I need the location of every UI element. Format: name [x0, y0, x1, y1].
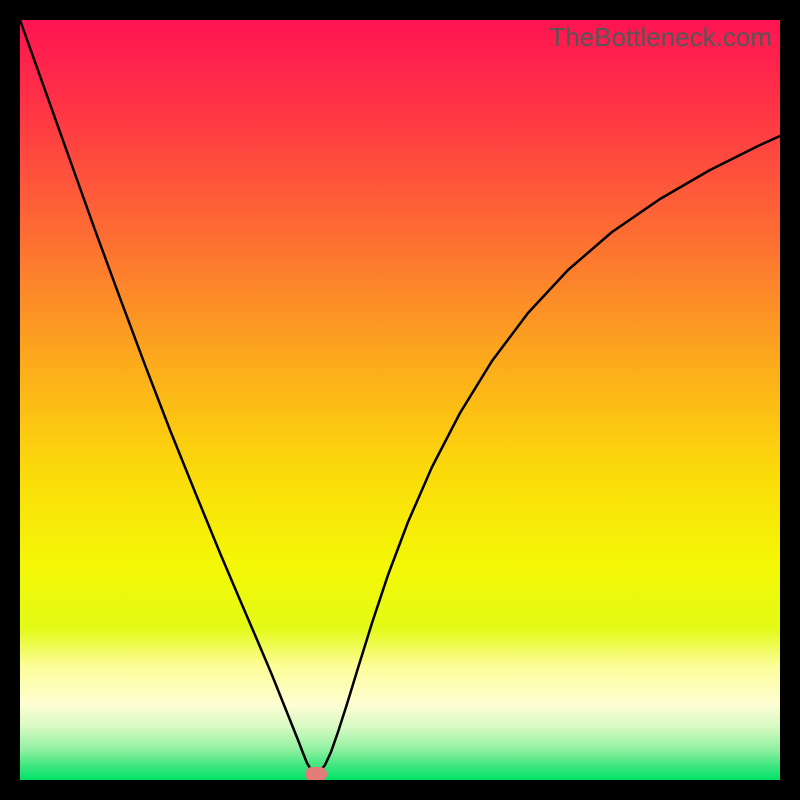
plot-svg [20, 20, 780, 780]
plot-area: TheBottleneck.com [20, 20, 780, 780]
watermark-label: TheBottleneck.com [549, 22, 772, 53]
chart-frame: TheBottleneck.com [0, 0, 800, 800]
optimal-point-marker [305, 767, 327, 780]
gradient-background [20, 20, 780, 780]
